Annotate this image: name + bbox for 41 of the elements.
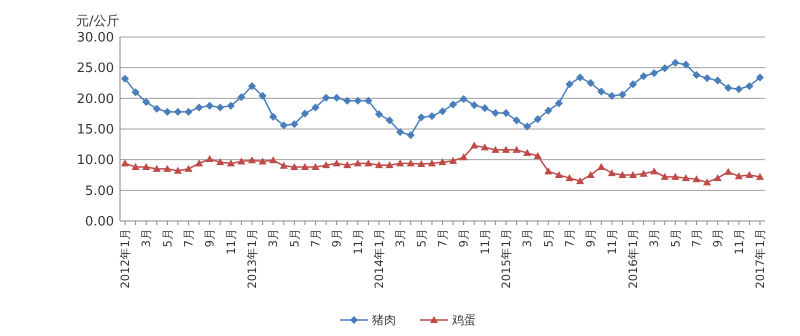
x-tick-label: 2016年1月 [626,228,640,289]
x-tick-label: 9月 [456,228,471,248]
x-tick-label: 7月 [308,228,323,248]
x-tick-label: 9月 [202,228,217,248]
x-tick-label: 3月 [266,228,280,248]
x-tick-label: 2015年1月 [499,228,514,289]
x-tick-label: 2014年1月 [372,228,386,289]
legend-label: 猪肉 [372,313,396,328]
x-tick-label: 7月 [436,228,450,248]
y-tick-label: 20.00 [76,92,114,107]
x-tick-label: 7月 [690,228,704,248]
legend-label: 鸡蛋 [451,313,476,328]
x-tick-label: 11月 [604,228,619,255]
x-tick-label: 9月 [330,228,344,248]
y-tick-label: 5.00 [85,184,114,199]
x-tick-label: 7月 [562,228,577,248]
x-tick-label: 9月 [584,228,598,248]
x-tick-label: 2017年1月 [753,228,768,289]
x-tick-label: 11月 [478,228,492,255]
y-tick-label: 10.00 [76,153,114,168]
x-tick-label: 3月 [520,228,534,248]
x-tick-label: 5月 [414,228,428,248]
x-tick-label: 5月 [541,228,556,248]
x-tick-label: 3月 [139,228,154,248]
x-tick-label: 3月 [393,228,408,248]
x-tick-label: 7月 [182,228,196,248]
y-axis-title: 元/公斤 [76,14,120,29]
x-tick-label: 11月 [224,228,238,255]
x-tick-label: 9月 [710,228,725,248]
x-tick-label: 3月 [647,228,662,248]
x-tick-label: 5月 [160,228,174,248]
y-tick-label: 25.00 [76,61,114,76]
x-tick-label: 5月 [668,228,682,248]
x-tick-label: 11月 [350,228,365,255]
x-tick-label: 5月 [287,228,302,248]
y-tick-label: 0.00 [85,214,114,230]
x-tick-label: 11月 [732,228,746,255]
y-tick-label: 15.00 [76,122,114,138]
x-tick-label: 2012年1月 [118,228,132,289]
y-tick-label: 30.00 [76,30,114,46]
x-tick-label: 2013年1月 [245,228,260,289]
